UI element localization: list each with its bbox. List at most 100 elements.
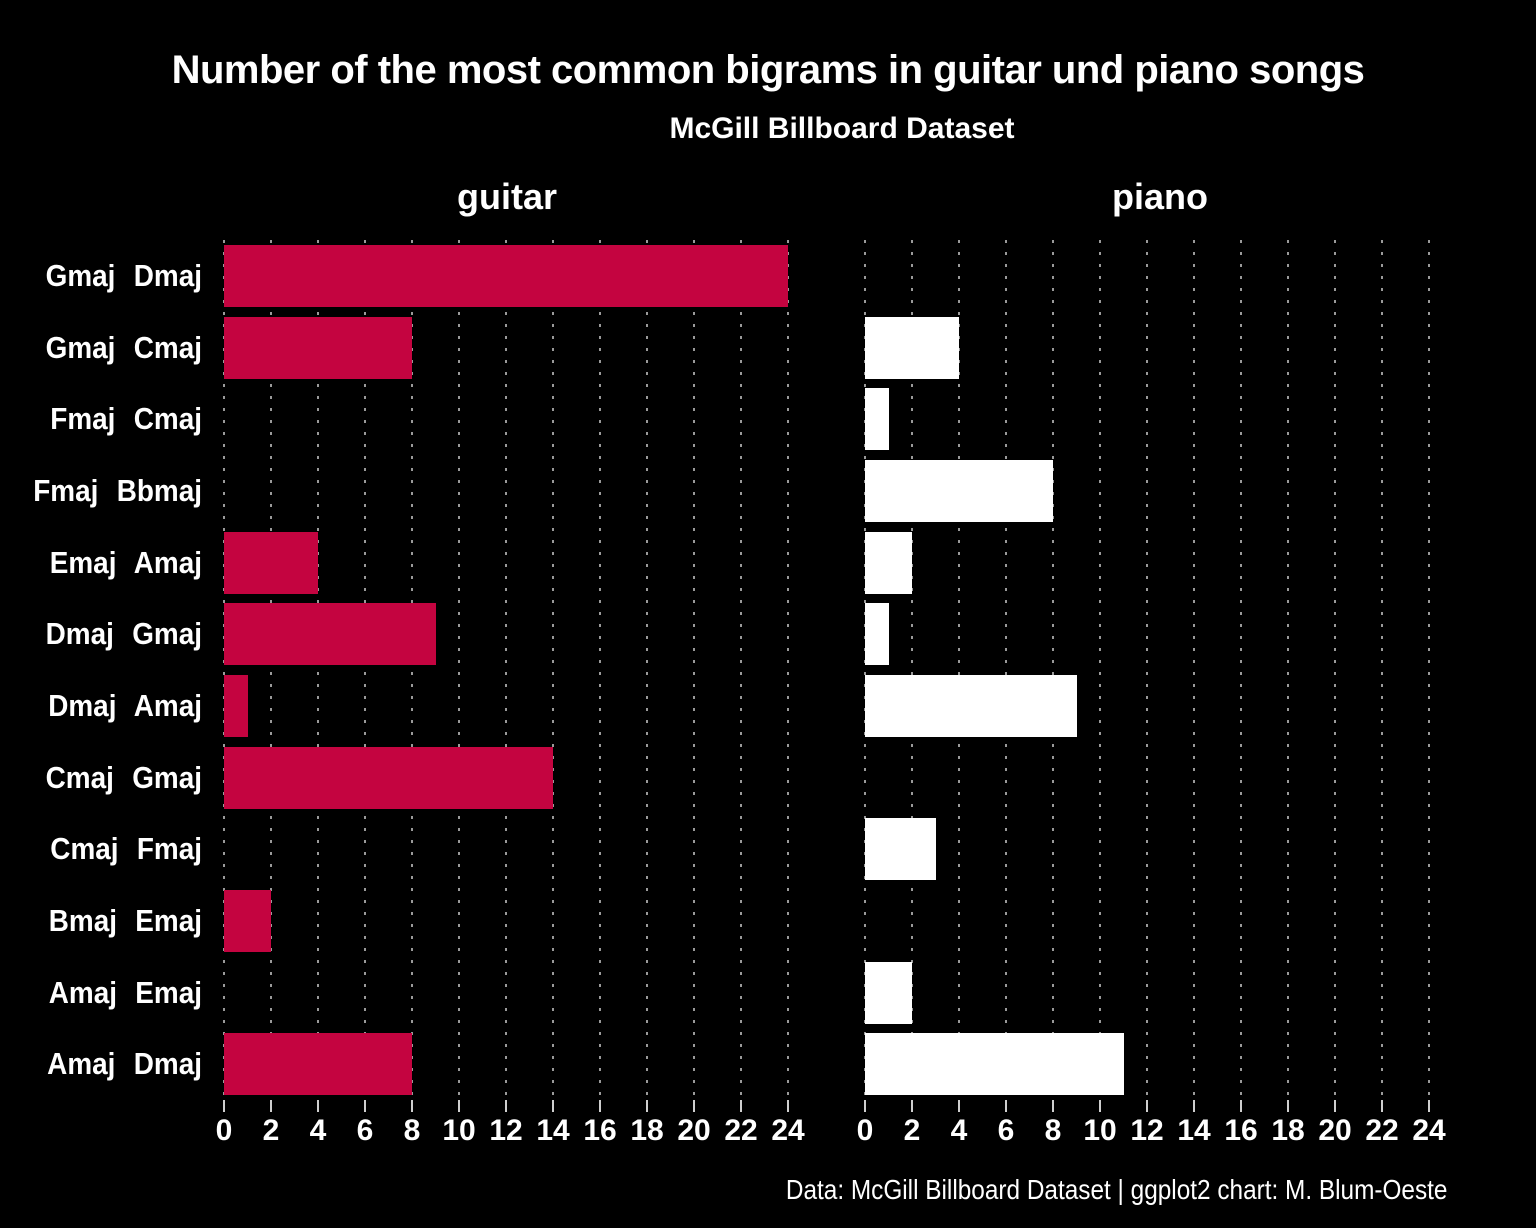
- panel-gridline: [1005, 240, 1007, 1100]
- panel-gridline: [1381, 240, 1383, 1100]
- bar-piano-Amaj-Emaj: [865, 961, 912, 1024]
- x-axis-tick-label: 20: [1318, 1114, 1352, 1147]
- x-axis-tick-label: 0: [856, 1114, 874, 1147]
- panel-gridline: [740, 240, 742, 1100]
- panel-gridline: [958, 240, 960, 1100]
- chart-caption: Data: McGill Billboard Dataset | ggplot2…: [785, 1174, 1447, 1205]
- x-axis-tick-label: 8: [403, 1114, 421, 1147]
- x-axis-tick: [1240, 1100, 1242, 1112]
- panel-gridline: [364, 240, 366, 1100]
- bar-piano-Fmaj-Bbmaj: [865, 459, 1053, 522]
- bar-piano-Dmaj-Gmaj: [865, 603, 889, 666]
- panel-gridline: [1146, 240, 1148, 1100]
- panel-gridline: [552, 240, 554, 1100]
- x-axis-tick: [1193, 1100, 1195, 1112]
- panel-gridline: [911, 240, 913, 1100]
- x-axis-tick: [1381, 1100, 1383, 1112]
- chart-subtitle: McGill Billboard Dataset: [669, 112, 1015, 145]
- x-axis-tick-label: 12: [489, 1114, 523, 1147]
- x-axis-tick-label: 22: [724, 1114, 758, 1147]
- bar-guitar-Amaj-Dmaj: [224, 1033, 412, 1096]
- x-axis-tick-label: 24: [1412, 1114, 1446, 1147]
- x-axis-tick: [1428, 1100, 1430, 1112]
- x-axis-tick: [693, 1100, 695, 1112]
- x-axis-tick-label: 6: [356, 1114, 374, 1147]
- panel-gridline: [270, 240, 272, 1100]
- x-axis-tick-label: 4: [309, 1114, 327, 1147]
- bar-piano-Dmaj-Amaj: [865, 674, 1077, 737]
- panel-gridline: [1334, 240, 1336, 1100]
- x-axis-tick: [958, 1100, 960, 1112]
- panel-gridline: [1428, 240, 1430, 1100]
- y-axis-label: Amaj Emaj: [48, 974, 203, 1010]
- x-axis-tick-label: 16: [583, 1114, 617, 1147]
- y-axis-label: Dmaj Gmaj: [45, 616, 203, 652]
- bar-guitar-Bmaj-Emaj: [224, 889, 271, 952]
- y-axis-label: Fmaj Bbmaj: [33, 472, 202, 508]
- x-axis-tick-label: 6: [997, 1114, 1015, 1147]
- x-axis-tick: [1146, 1100, 1148, 1112]
- y-axis-label: Fmaj Cmaj: [50, 401, 202, 437]
- x-axis-tick-label: 16: [1224, 1114, 1258, 1147]
- panel-gridline: [646, 240, 648, 1100]
- panel-gridline: [787, 240, 789, 1100]
- y-axis-label: Gmaj Dmaj: [45, 257, 203, 293]
- x-axis-tick: [411, 1100, 413, 1112]
- x-axis-tick: [1052, 1100, 1054, 1112]
- x-axis-tick: [1334, 1100, 1336, 1112]
- panel-gridline: [317, 240, 319, 1100]
- bar-piano-Amaj-Dmaj: [865, 1033, 1124, 1096]
- panel-gridline: [1099, 240, 1101, 1100]
- x-axis-tick-label: 20: [677, 1114, 711, 1147]
- x-axis-tick: [1005, 1100, 1007, 1112]
- x-axis-tick-label: 2: [262, 1114, 280, 1147]
- panel-gridline: [693, 240, 695, 1100]
- facet-label-piano: piano: [1112, 176, 1208, 217]
- x-axis-tick-label: 2: [903, 1114, 921, 1147]
- x-axis-tick: [505, 1100, 507, 1112]
- panel-gridline: [411, 240, 413, 1100]
- bar-piano-Cmaj-Fmaj: [865, 818, 936, 881]
- x-axis-tick: [270, 1100, 272, 1112]
- bar-guitar-Gmaj-Cmaj: [224, 316, 412, 379]
- bar-piano-Emaj-Amaj: [865, 531, 912, 594]
- panel-gridline: [1240, 240, 1242, 1100]
- x-axis-tick-label: 8: [1044, 1114, 1062, 1147]
- panel-gridline: [1052, 240, 1054, 1100]
- y-axis-label: Dmaj Amaj: [48, 687, 202, 723]
- y-axis-label: Cmaj Fmaj: [50, 831, 202, 867]
- panel-gridline: [1287, 240, 1289, 1100]
- x-axis-tick: [552, 1100, 554, 1112]
- panel-gridline: [1193, 240, 1195, 1100]
- bar-piano-Gmaj-Cmaj: [865, 316, 959, 379]
- x-axis-tick-label: 10: [1083, 1114, 1117, 1147]
- panel-gridline: [505, 240, 507, 1100]
- x-axis-tick: [599, 1100, 601, 1112]
- x-axis-tick: [1099, 1100, 1101, 1112]
- x-axis-tick-label: 24: [771, 1114, 805, 1147]
- panel-gridline: [599, 240, 601, 1100]
- y-axis-label: Bmaj Emaj: [48, 902, 203, 938]
- y-axis-label: Gmaj Cmaj: [45, 329, 203, 365]
- y-axis-label: Amaj Dmaj: [47, 1046, 203, 1082]
- x-axis-tick: [458, 1100, 460, 1112]
- x-axis-tick-label: 0: [215, 1114, 233, 1147]
- x-axis-tick-label: 18: [630, 1114, 664, 1147]
- x-axis-tick: [223, 1100, 225, 1112]
- bar-guitar-Emaj-Amaj: [224, 531, 318, 594]
- x-axis-tick-label: 22: [1365, 1114, 1399, 1147]
- x-axis-tick: [646, 1100, 648, 1112]
- x-axis-tick: [1287, 1100, 1289, 1112]
- y-axis-label: Emaj Amaj: [49, 544, 202, 580]
- bar-guitar-Gmaj-Dmaj: [224, 244, 788, 307]
- facet-label-guitar: guitar: [456, 176, 557, 217]
- x-axis-tick-label: 18: [1271, 1114, 1305, 1147]
- panel-gridline: [458, 240, 460, 1100]
- x-axis-tick-label: 4: [950, 1114, 968, 1147]
- x-axis-tick: [911, 1100, 913, 1112]
- chart-title: Number of the most common bigrams in gui…: [171, 48, 1365, 92]
- x-axis-tick: [740, 1100, 742, 1112]
- x-axis-tick: [864, 1100, 866, 1112]
- bar-guitar-Cmaj-Gmaj: [224, 746, 553, 809]
- bar-guitar-Dmaj-Amaj: [224, 674, 248, 737]
